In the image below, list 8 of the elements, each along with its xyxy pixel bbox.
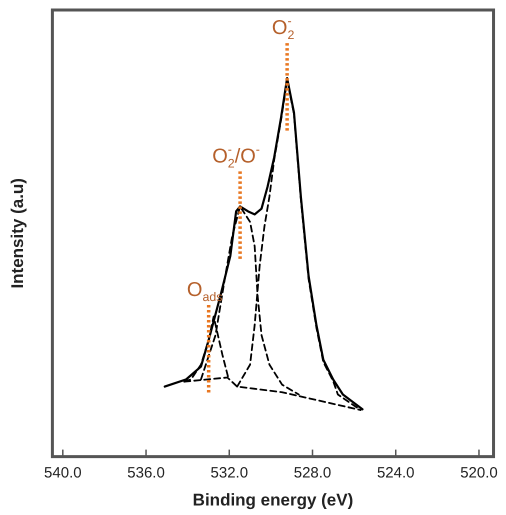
x-tick-label: 520.0 xyxy=(460,464,498,482)
x-tick-label: 532.0 xyxy=(210,464,248,482)
x-axis-title: Binding energy (eV) xyxy=(192,490,354,510)
x-tick-label: 528.0 xyxy=(294,464,332,482)
y-axis-title: Intensity (a.u) xyxy=(8,178,27,289)
x-tick-label: 536.0 xyxy=(127,464,165,482)
x-tick-label: 524.0 xyxy=(376,464,415,482)
x-tick-label: 540.0 xyxy=(44,464,82,482)
